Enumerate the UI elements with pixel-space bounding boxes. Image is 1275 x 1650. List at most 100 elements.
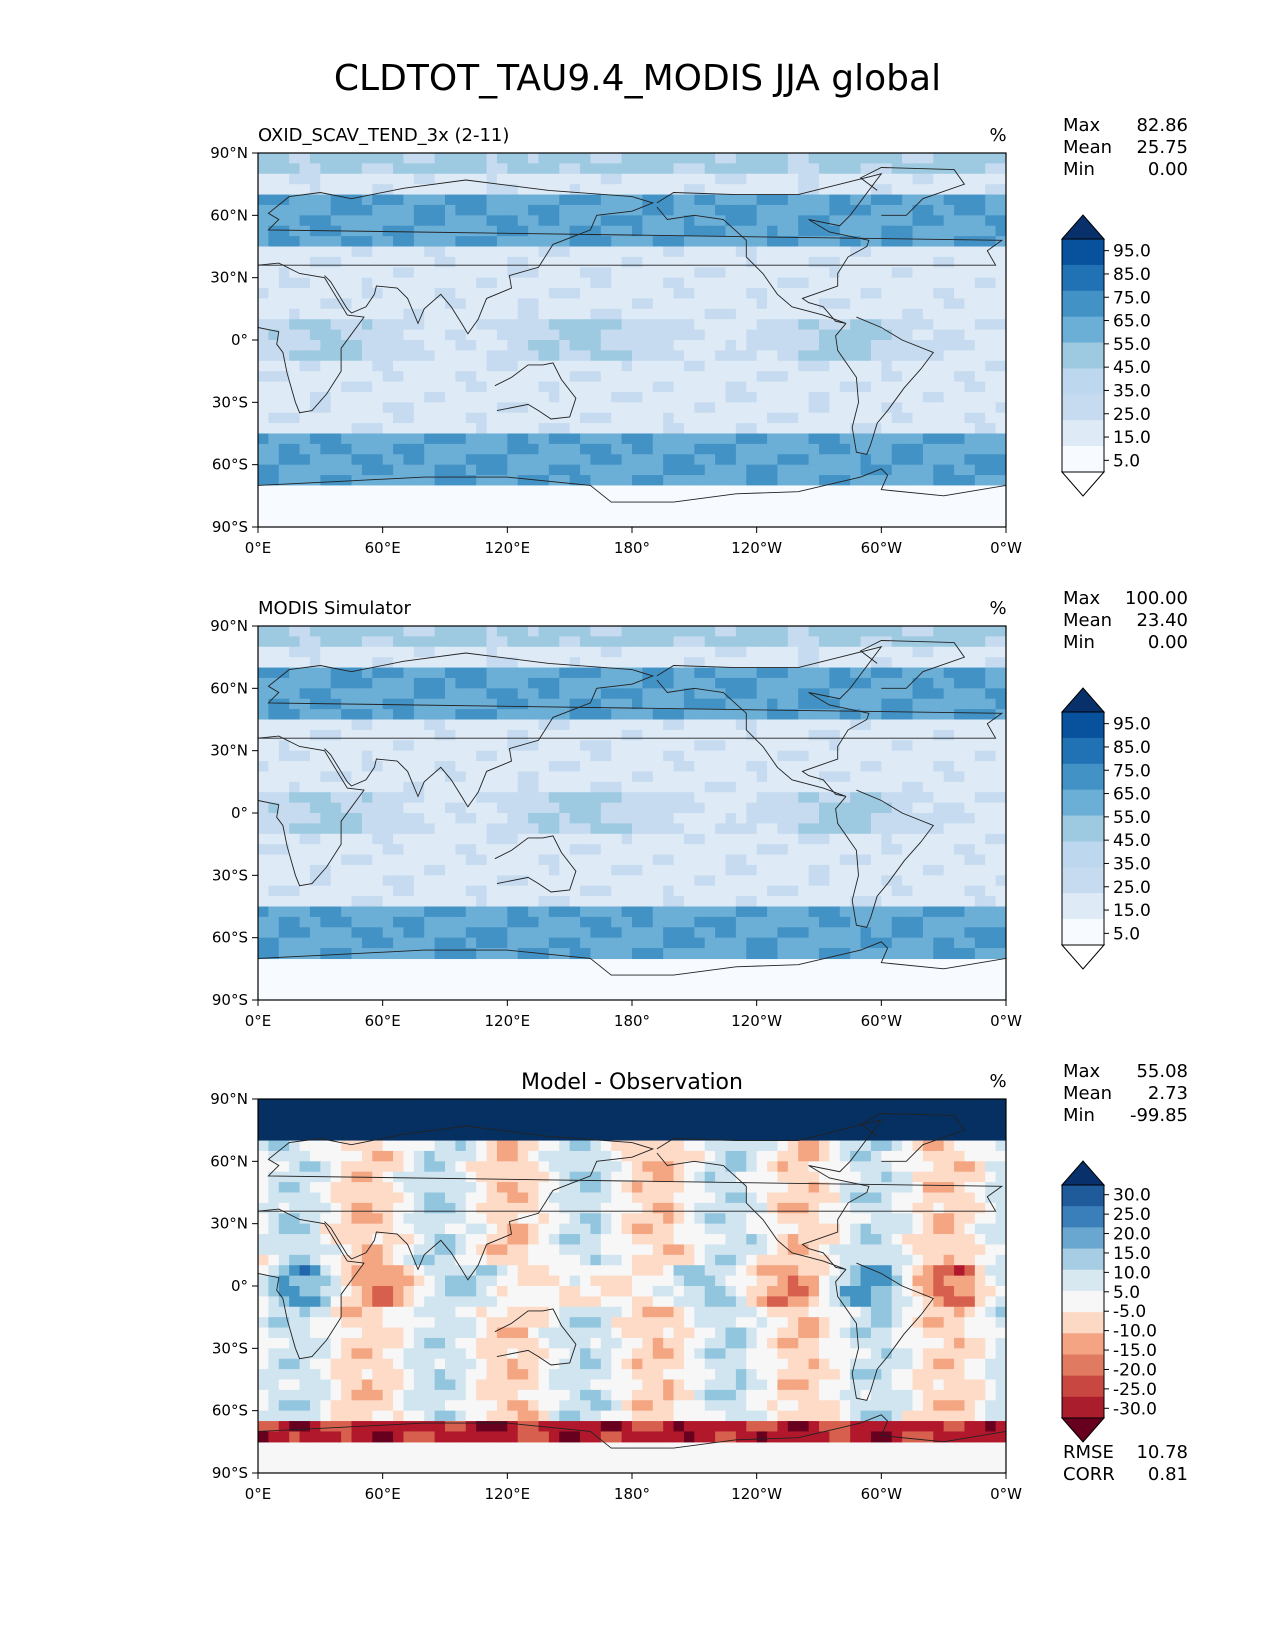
field-cell	[964, 761, 976, 773]
field-cell	[351, 350, 363, 362]
field-cell	[258, 381, 269, 393]
field-cell	[361, 277, 373, 289]
field-cell	[403, 475, 415, 487]
field-cell	[538, 709, 550, 721]
field-cell	[434, 495, 446, 507]
field-cell	[985, 885, 997, 897]
field-cell	[382, 792, 394, 804]
field-cell	[590, 823, 602, 835]
field-cell	[528, 360, 540, 372]
field-cell	[798, 698, 810, 710]
field-cell	[725, 626, 737, 637]
field-cell	[569, 802, 581, 814]
field-cell	[767, 225, 779, 237]
field-cell	[819, 288, 830, 300]
field-cell	[382, 709, 394, 721]
field-cell	[974, 443, 986, 455]
field-cell	[538, 256, 550, 268]
field-cell	[611, 267, 623, 279]
field-cell	[860, 833, 872, 845]
field-cell	[403, 740, 415, 752]
field-cell	[569, 657, 581, 669]
field-cell	[330, 667, 342, 679]
field-cell	[258, 495, 269, 507]
field-cell	[590, 360, 602, 372]
field-cell	[611, 948, 623, 960]
field-cell	[590, 729, 602, 741]
field-cell	[787, 308, 799, 320]
field-cell	[611, 402, 623, 414]
field-cell	[995, 781, 1006, 793]
field-cell	[372, 495, 384, 507]
field-cell	[632, 298, 643, 310]
field-cell	[330, 256, 342, 268]
field-cell	[787, 813, 799, 824]
field-cell	[808, 423, 820, 435]
field-cell	[434, 875, 446, 887]
field-cell	[725, 215, 737, 227]
field-cell	[891, 204, 903, 216]
field-cell	[943, 475, 955, 487]
field-cell	[434, 906, 446, 918]
field-cell	[767, 667, 779, 679]
field-cell	[361, 433, 373, 445]
field-cell	[839, 433, 851, 445]
field-cell	[663, 761, 675, 773]
field-cell	[767, 433, 779, 445]
field-cell	[798, 854, 810, 866]
field-cell	[403, 854, 415, 866]
field-cell	[808, 657, 820, 669]
field-cell	[600, 412, 612, 424]
field-cell	[621, 626, 633, 637]
field-cell	[683, 646, 695, 658]
field-layer	[258, 626, 1006, 1000]
field-cell	[746, 215, 758, 227]
field-cell	[569, 163, 581, 175]
field-cell	[528, 709, 540, 721]
field-cell	[403, 781, 415, 793]
field-cell	[683, 371, 695, 383]
field-cell	[694, 896, 706, 908]
field-cell	[258, 906, 269, 918]
field-cell	[839, 626, 851, 637]
field-cell	[808, 246, 820, 258]
field-cell	[632, 844, 643, 856]
field-cell	[320, 667, 332, 679]
field-cell	[642, 402, 654, 414]
field-cell	[860, 236, 872, 248]
field-cell	[382, 256, 394, 268]
field-cell	[860, 329, 872, 341]
field-cell	[683, 360, 695, 372]
field-cell	[496, 495, 508, 507]
field-cell	[268, 875, 280, 887]
field-cell	[902, 423, 914, 435]
colorbar-extend-min	[1060, 471, 1106, 497]
field-cell	[881, 246, 893, 258]
colorbar-label: 65.0	[1113, 312, 1151, 332]
field-cell	[424, 236, 436, 248]
field-cell	[652, 875, 664, 887]
field-cell	[881, 267, 893, 279]
field-cell	[839, 225, 851, 237]
field-cell	[663, 153, 675, 164]
field-cell	[309, 771, 321, 783]
field-cell	[850, 823, 862, 835]
field-cell	[372, 506, 384, 518]
field-cell	[902, 948, 914, 960]
field-cell	[538, 381, 550, 393]
field-cell	[382, 844, 394, 856]
field-cell	[299, 875, 311, 887]
field-cell	[912, 864, 924, 876]
field-cell	[735, 194, 747, 206]
field-cell	[309, 412, 321, 424]
field-cell	[361, 729, 373, 741]
field-cell	[351, 740, 363, 752]
field-cell	[299, 948, 311, 960]
field-cell	[642, 256, 654, 268]
field-cell	[299, 657, 311, 669]
field-cell	[351, 319, 363, 331]
field-cell	[632, 204, 643, 216]
field-cell	[268, 204, 280, 216]
field-cell	[995, 771, 1006, 783]
field-cell	[933, 657, 945, 669]
